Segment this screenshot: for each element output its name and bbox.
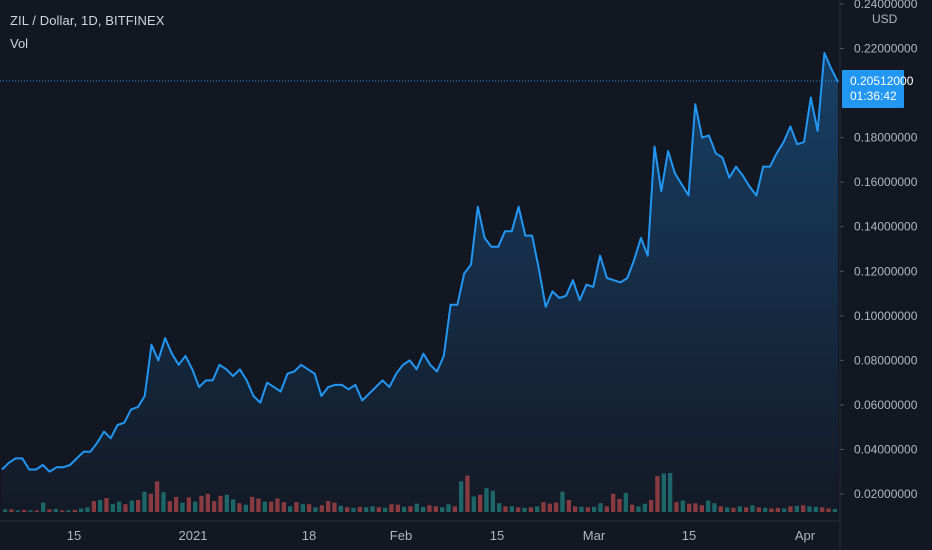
- y-tick-label: 0.08000000: [854, 353, 918, 367]
- x-tick-label: Feb: [390, 528, 412, 543]
- x-tick-label: 18: [302, 528, 316, 543]
- price-area-fill: [2, 53, 838, 512]
- y-tick-label: 0.16000000: [854, 175, 918, 189]
- y-tick-label: 0.22000000: [854, 42, 918, 56]
- y-tick-label: 0.12000000: [854, 264, 918, 278]
- symbol-legend[interactable]: ZIL / Dollar, 1D, BITFINEX: [10, 13, 165, 28]
- y-tick-label: 0.06000000: [854, 398, 918, 412]
- last-price-value: 0.20512000: [850, 74, 904, 89]
- x-tick-label: 15: [682, 528, 696, 543]
- y-tick-label: 0.14000000: [854, 220, 918, 234]
- bar-countdown: 01:36:42: [850, 89, 904, 104]
- y-tick-label: 0.24000000: [854, 0, 918, 11]
- x-tick-label: 2021: [179, 528, 208, 543]
- x-tick-label: Mar: [583, 528, 606, 543]
- x-tick-label: Apr: [795, 528, 816, 543]
- y-tick-label: 0.18000000: [854, 131, 918, 145]
- currency-label[interactable]: USD: [872, 12, 897, 26]
- y-tick-label: 0.10000000: [854, 309, 918, 323]
- y-tick-label: 0.04000000: [854, 442, 918, 456]
- y-tick-label: 0.02000000: [854, 487, 918, 501]
- volume-legend[interactable]: Vol: [10, 36, 28, 51]
- last-price-tag: 0.20512000 01:36:42: [842, 70, 904, 108]
- x-tick-label: 15: [490, 528, 504, 543]
- x-tick-label: 15: [67, 528, 81, 543]
